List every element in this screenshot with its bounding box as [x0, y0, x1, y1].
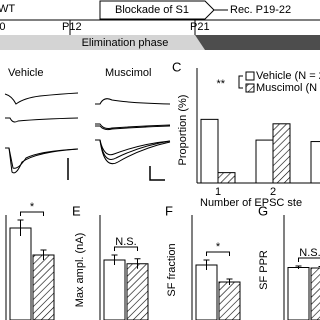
significance: ** — [216, 78, 225, 90]
phase-label: Elimination phase — [82, 37, 169, 49]
legend-label: Vehicle (N = 28) — [256, 70, 320, 82]
wt-label: WT — [0, 3, 15, 15]
error-bar — [203, 259, 210, 270]
error-bar — [111, 254, 118, 265]
significance-bracket — [20, 211, 44, 216]
vehicle-traces — [4, 92, 79, 180]
panel-label: E — [72, 203, 81, 218]
error-bar — [226, 278, 233, 285]
blockade-label: Blockade of S1 — [115, 4, 189, 16]
bar — [255, 139, 274, 184]
legend-label: Muscimol (N = 2 — [256, 82, 320, 94]
bar — [9, 227, 32, 320]
x-tick-label: 2 — [270, 186, 276, 198]
y-axis-label: Proportion (%) — [177, 95, 189, 166]
x-axis-label: Number of EPSC ste — [200, 197, 302, 209]
legend-swatch — [245, 71, 255, 81]
y-axis-label: Max ampl. (nA) — [74, 233, 86, 308]
x-tick-label: 1 — [215, 186, 221, 198]
panel-label: F — [165, 203, 173, 218]
bar — [287, 267, 310, 320]
error-bar — [40, 249, 47, 260]
error-bar — [17, 219, 24, 236]
bar — [272, 123, 291, 184]
bar — [310, 141, 320, 184]
recording-label: Rec. P19-22 — [230, 4, 291, 16]
significance: * — [216, 241, 221, 253]
y-axis-label: SF PPR — [258, 250, 270, 290]
bar — [126, 263, 149, 320]
bar — [310, 267, 320, 320]
phase-end — [195, 35, 320, 50]
p21-label: P21 — [190, 21, 210, 33]
blockade-box — [99, 0, 215, 20]
panel-label: C — [172, 59, 181, 74]
significance-bracket — [298, 257, 320, 262]
significance: N.S. — [115, 236, 136, 248]
y-axis-label: SF fraction — [166, 243, 178, 296]
error-bar — [134, 258, 141, 269]
p12-label: P12 — [62, 21, 82, 33]
bar — [32, 254, 55, 320]
bar — [217, 172, 236, 184]
significance: * — [30, 201, 35, 213]
muscimol-label: Muscimol — [105, 67, 151, 79]
bar — [103, 259, 126, 320]
significance: N.S. — [299, 247, 320, 259]
error-bar — [295, 265, 302, 269]
significance-bracket — [114, 246, 138, 251]
vehicle-label: Vehicle — [8, 67, 43, 79]
significance-bracket — [206, 251, 230, 256]
bar — [218, 281, 241, 320]
legend-swatch — [245, 83, 255, 93]
bar — [200, 118, 219, 184]
muscimol-traces — [95, 98, 171, 181]
legend-bracket — [238, 75, 243, 89]
p0-label: P0 — [0, 21, 5, 33]
bar — [195, 264, 218, 320]
panel-label: G — [258, 203, 268, 218]
